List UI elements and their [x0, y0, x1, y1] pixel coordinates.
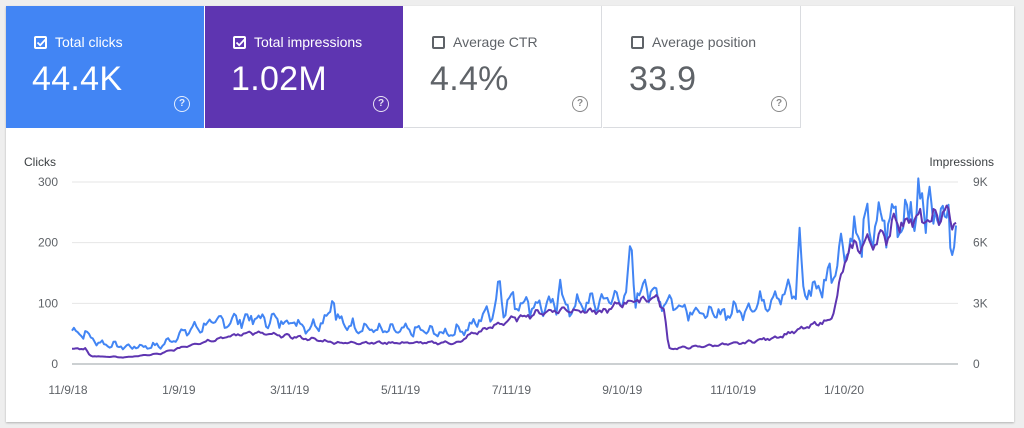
y-right-tick-label: 9K — [973, 175, 988, 189]
checkbox-unchecked-icon[interactable] — [432, 35, 445, 49]
y-right-tick-label: 6K — [973, 236, 988, 250]
x-tick-label: 11/9/18 — [48, 383, 87, 397]
x-tick-label: 1/9/19 — [162, 383, 196, 397]
x-tick-label: 1/10/20 — [824, 383, 864, 397]
metric-label: Average CTR — [453, 34, 538, 50]
metric-header: Total impressions — [233, 34, 362, 50]
x-tick-label: 7/11/19 — [492, 383, 531, 397]
checkbox-checked-icon[interactable] — [34, 35, 47, 49]
performance-chart: Clicks Impressions 0 0 100 3K 200 6K 300 9K 11/9… — [24, 155, 994, 397]
metric-total-impressions[interactable]: Total impressions 1.02M ? — [205, 6, 403, 128]
performance-card: Total clicks 44.4K ? Total impressions 1… — [6, 6, 1014, 422]
checkbox-checked-icon[interactable] — [233, 35, 246, 49]
metric-label: Average position — [652, 34, 757, 50]
y-axis-left-title: Clicks — [24, 155, 56, 169]
x-tick-label: 3/11/19 — [270, 383, 309, 397]
checkbox-unchecked-icon[interactable] — [631, 35, 644, 49]
help-icon[interactable]: ? — [771, 96, 787, 112]
help-icon[interactable]: ? — [174, 96, 190, 112]
series-line-clicks — [71, 177, 957, 351]
metric-value: 1.02M — [231, 60, 327, 98]
metric-value: 33.9 — [629, 60, 697, 98]
metric-value: 44.4K — [32, 60, 123, 98]
metric-average-position[interactable]: Average position 33.9 ? — [603, 6, 801, 128]
metric-total-clicks[interactable]: Total clicks 44.4K ? — [6, 6, 204, 128]
x-tick-label: 5/11/19 — [381, 383, 420, 397]
x-tick-label: 9/10/19 — [602, 383, 642, 397]
help-icon[interactable]: ? — [373, 96, 389, 112]
metric-header: Total clicks — [34, 34, 123, 50]
metric-header: Average CTR — [432, 34, 538, 50]
y-right-tick-label: 0 — [973, 357, 980, 371]
metric-label: Total impressions — [254, 34, 363, 50]
y-right-tick-label: 3K — [973, 296, 988, 310]
metric-average-ctr[interactable]: Average CTR 4.4% ? — [404, 6, 602, 128]
metric-label: Total clicks — [55, 34, 123, 50]
help-icon[interactable]: ? — [572, 96, 588, 112]
y-left-tick-label: 200 — [38, 236, 58, 250]
metric-tabs: Total clicks 44.4K ? Total impressions 1… — [6, 6, 801, 128]
y-left-tick-label: 300 — [38, 175, 58, 189]
y-left-tick-label: 0 — [51, 357, 58, 371]
y-left-tick-label: 100 — [38, 296, 58, 310]
x-tick-label: 11/10/19 — [710, 383, 756, 397]
metric-header: Average position — [631, 34, 756, 50]
series-line-impressions — [72, 204, 957, 359]
y-axis-right-title: Impressions — [929, 155, 994, 169]
metric-value: 4.4% — [430, 60, 509, 98]
